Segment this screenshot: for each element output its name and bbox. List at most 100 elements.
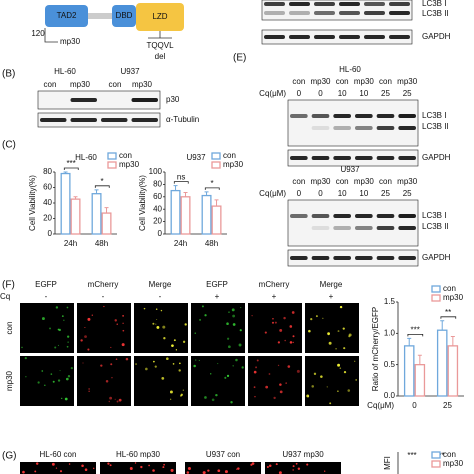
panel-label: (F): [2, 280, 15, 291]
signal-dot: [169, 390, 173, 394]
band: [333, 256, 351, 260]
signal-dot: [228, 311, 230, 313]
signal-dot: [268, 373, 271, 375]
bar: [60, 172, 71, 235]
bracket: [44, 28, 58, 43]
cq-value: 10: [338, 189, 347, 198]
y-tick-label: 1.0: [384, 328, 396, 337]
cq-value: +: [272, 292, 277, 301]
signal-dot: [271, 321, 275, 324]
error-bar: [214, 199, 219, 207]
column-label: EGFP: [35, 280, 57, 289]
legend-label: mp30: [443, 459, 464, 468]
domain: [45, 5, 88, 27]
bar: [180, 196, 191, 235]
band: [131, 118, 158, 122]
signal-dot: [296, 369, 300, 373]
signal-dot: [204, 314, 207, 317]
band: [398, 114, 416, 118]
band: [376, 214, 395, 218]
x-tick-label: 24h: [64, 239, 77, 248]
signal-dot: [343, 347, 346, 350]
band: [355, 214, 373, 218]
mutation: del: [155, 52, 166, 61]
signal-dot: [186, 471, 190, 474]
y-tick-label: 0: [48, 229, 53, 238]
cq-value: 25: [403, 89, 412, 98]
signal-dot: [125, 357, 129, 361]
signal-dot: [41, 317, 45, 321]
signal-dot: [172, 363, 175, 365]
signal-dot: [238, 343, 242, 347]
micrograph: [305, 356, 359, 406]
bar: [70, 198, 81, 235]
signal-dot: [152, 322, 155, 325]
band: [101, 118, 128, 122]
signal-dot: [175, 349, 178, 351]
signal-dot: [105, 380, 109, 383]
x-tick-label: 0: [412, 401, 417, 410]
signal-dot: [169, 398, 172, 400]
signal-dot: [184, 323, 187, 326]
signal-dot: [241, 366, 244, 369]
band: [311, 214, 330, 218]
signal-dot: [66, 306, 69, 309]
panel-label: (B): [2, 69, 15, 80]
cell-line: HL-60: [54, 67, 76, 76]
signal-dot: [59, 370, 61, 372]
signal-dot: [198, 359, 200, 361]
signal-dot: [50, 373, 53, 375]
signal-dot: [207, 469, 210, 472]
cq-value: +: [215, 292, 220, 301]
band: [364, 2, 385, 6]
signal-dot: [285, 382, 287, 384]
signal-dot: [108, 400, 110, 403]
band: [311, 226, 330, 230]
band: [355, 126, 373, 130]
error-bar: [204, 191, 209, 196]
signal-dot: [337, 330, 340, 333]
blot: [37, 90, 161, 110]
lane-label: con: [379, 177, 392, 186]
significance-bracket: [94, 185, 110, 188]
column-label: U937 mp30: [282, 450, 324, 459]
signal-dot: [61, 315, 64, 318]
signal-dot: [277, 364, 280, 367]
error-bar: [104, 207, 109, 214]
legend-label: con: [223, 151, 236, 160]
signal-dot: [116, 400, 119, 403]
signal-dot: [21, 346, 23, 349]
cq-value: 25: [381, 89, 390, 98]
signal-dot: [284, 339, 286, 342]
signal-dot: [265, 385, 269, 389]
signal-dot: [173, 339, 176, 342]
lane-label: mp30: [310, 77, 331, 86]
signal-dot: [277, 341, 281, 344]
signal-dot: [148, 464, 150, 467]
signal-dot: [24, 356, 27, 360]
signal-dot: [163, 337, 166, 340]
y-axis-label: Cell Viability(%): [28, 175, 37, 231]
micrograph: [100, 462, 176, 474]
signal-dot: [251, 314, 253, 317]
y-tick-label: 40: [43, 198, 52, 207]
lane-label: mp30: [132, 80, 153, 89]
bar: [447, 345, 459, 397]
row-label: con: [5, 322, 14, 335]
signal-dot: [88, 388, 90, 390]
signal-dot: [25, 376, 27, 378]
band: [314, 35, 335, 39]
band: [290, 114, 308, 118]
signal-dot: [194, 332, 196, 334]
legend-label: mp30: [119, 160, 140, 169]
significance-bracket: [440, 316, 457, 319]
band: [333, 114, 351, 118]
y-tick-label: 100: [149, 167, 163, 176]
signal-dot: [59, 470, 63, 473]
cq-value: 10: [359, 89, 368, 98]
signal-dot: [65, 377, 69, 381]
legend-swatch: [107, 152, 117, 160]
y-tick-label: 80: [43, 167, 52, 176]
y-tick-label: 0: [158, 229, 163, 238]
signal-dot: [145, 367, 148, 371]
